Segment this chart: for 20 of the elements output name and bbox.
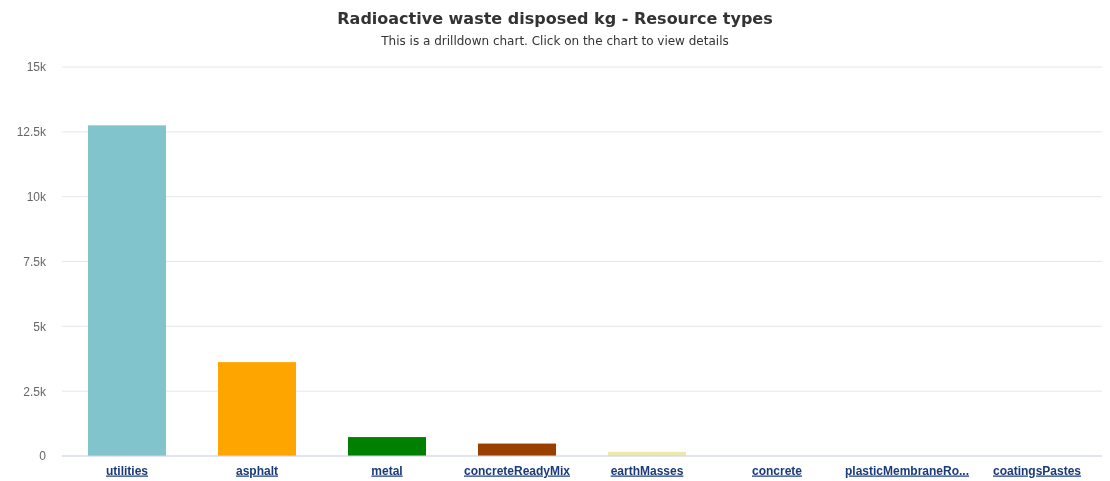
x-tick-label: plasticMembraneRo...	[844, 463, 970, 478]
bar	[348, 437, 426, 456]
y-tick-label: 12.5k	[16, 125, 47, 140]
x-tick-label: concreteReadyMix	[463, 463, 571, 478]
chart-title: Radioactive waste disposed kg - Resource types	[337, 9, 773, 28]
y-tick-label: 15k	[26, 60, 47, 75]
chart-subtitle: This is a drilldown chart. Click on the chart to view details	[380, 34, 729, 48]
y-tick-label: 10k	[26, 190, 47, 205]
x-tick-label: coatingsPastes	[992, 463, 1082, 478]
y-tick-label: 0	[39, 449, 47, 464]
y-tick-label: 2.5k	[23, 384, 47, 399]
bar	[88, 125, 166, 456]
y-tick-label: 5k	[33, 319, 47, 334]
x-tick-label: concrete	[751, 463, 803, 478]
bar	[218, 362, 296, 456]
x-tick-label: earthMasses	[610, 463, 684, 478]
x-tick-label: metal	[371, 463, 403, 478]
x-tick-label: asphalt	[235, 463, 279, 478]
x-tick-label: utilities	[105, 463, 149, 478]
y-tick-label: 7.5k	[23, 254, 47, 269]
